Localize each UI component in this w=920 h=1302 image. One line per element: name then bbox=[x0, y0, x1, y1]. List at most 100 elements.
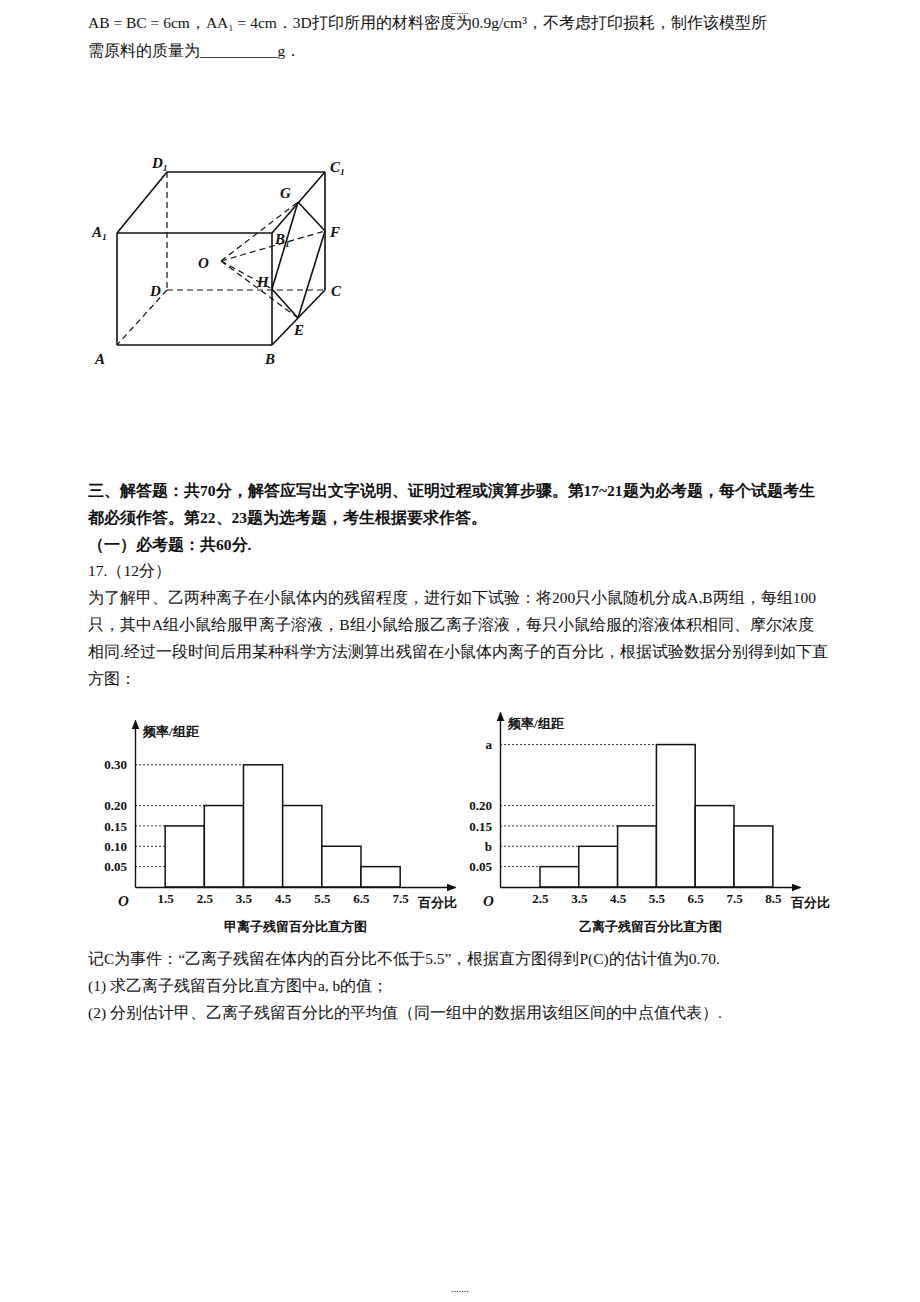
y-axis-title: 频率/组距 bbox=[142, 724, 199, 739]
vertex-label: D₁ bbox=[151, 155, 168, 171]
solid-edge bbox=[298, 231, 325, 318]
y-tick: a bbox=[486, 737, 501, 752]
histogram-bar bbox=[734, 826, 773, 887]
x-tick-label: 5.5 bbox=[314, 891, 331, 906]
x-tick-label: 4.5 bbox=[275, 891, 292, 906]
y-tick-label: 0.05 bbox=[104, 859, 127, 874]
x-tick-label: 2.5 bbox=[532, 891, 549, 906]
solid-edge bbox=[117, 344, 272, 346]
vertex-label: A₁ bbox=[91, 224, 107, 240]
x-tick-label: 1.5 bbox=[158, 891, 175, 906]
histogram-bar bbox=[695, 806, 734, 887]
x-tick: 7.5 bbox=[393, 887, 410, 906]
y-tick: b bbox=[485, 839, 500, 854]
y-tick: 0.05 bbox=[469, 859, 500, 874]
x-axis-title: 百分比 bbox=[790, 895, 830, 910]
solid-edge bbox=[117, 232, 272, 234]
origin-label: O bbox=[483, 893, 494, 909]
x-tick: 4.5 bbox=[610, 887, 627, 906]
histogram-bar bbox=[618, 826, 657, 887]
page: ..............AB = BC = 6cm，AA₁ = 4cm．3D… bbox=[0, 0, 920, 1302]
y-axis-title: 频率/组距 bbox=[507, 716, 564, 731]
solid-edge bbox=[167, 171, 325, 173]
question-line: 只，其中A组小鼠给服甲离子溶液，B组小鼠给服乙离子溶液，每只小鼠给服的溶液体积相… bbox=[88, 616, 814, 633]
grid-line bbox=[135, 866, 165, 867]
plot-area bbox=[500, 745, 773, 887]
y-axis-line bbox=[500, 713, 501, 888]
x-tick-label: 5.5 bbox=[649, 891, 666, 906]
x-tick: 2.5 bbox=[197, 887, 214, 906]
subsection: （一）必考题：共60分. bbox=[88, 536, 252, 554]
page-background bbox=[0, 0, 920, 1302]
plot-area bbox=[135, 765, 400, 887]
y-tick-label: a bbox=[486, 737, 493, 752]
histogram: 2.53.54.55.56.57.58.50.05b0.150.20a bbox=[469, 713, 800, 907]
x-tick: 7.5 bbox=[726, 887, 743, 906]
chart-title: 乙离子残留百分比直方图 bbox=[579, 919, 722, 934]
x-axis-line bbox=[501, 887, 801, 888]
histogram-bar bbox=[656, 745, 695, 887]
y-tick: 0.10 bbox=[104, 839, 135, 854]
x-tick: 1.5 bbox=[158, 887, 175, 906]
y-tick: 0.15 bbox=[104, 819, 135, 834]
x-tick-label: 6.5 bbox=[353, 891, 370, 906]
x-tick: 4.5 bbox=[275, 887, 292, 906]
y-axis: 0.05 0.10 0.15 0.20 0.30 bbox=[104, 721, 135, 888]
histogram-bar bbox=[322, 846, 361, 887]
y-tick-label: 0.20 bbox=[104, 798, 127, 813]
vertex-label: F bbox=[329, 224, 340, 240]
vertex-label: D bbox=[149, 283, 161, 299]
y-tick-label: 0.15 bbox=[469, 819, 492, 834]
solid-edge bbox=[116, 233, 118, 345]
vertex-label: H bbox=[256, 274, 270, 290]
grid-line bbox=[500, 744, 656, 745]
solid-edge bbox=[272, 202, 298, 289]
solid-edge bbox=[117, 172, 167, 233]
x-tick-label: 3.5 bbox=[236, 891, 253, 906]
x-tick: 2.5 bbox=[532, 887, 549, 906]
vertex-label: G bbox=[280, 185, 291, 201]
x-tick-label: 4.5 bbox=[610, 891, 627, 906]
vertex-label: B bbox=[264, 351, 275, 367]
y-axis: 0.05b0.150.20a bbox=[469, 713, 500, 888]
cuboid-figure bbox=[117, 172, 325, 345]
y-tick: 0.05 bbox=[104, 859, 135, 874]
histogram-bar bbox=[243, 765, 282, 887]
y-tick-label: 0.10 bbox=[104, 839, 127, 854]
section-line: 三、解答题：共70分，解答应写出文字说明、证明过程或演算步骤。第17~21题为必… bbox=[88, 481, 815, 499]
hidden-edge bbox=[221, 231, 325, 261]
y-tick: 0.20 bbox=[104, 798, 135, 813]
solid-edge bbox=[298, 202, 325, 231]
x-axis-line bbox=[136, 887, 456, 888]
question-line: 相同.经过一段时间后用某种科学方法测算出残留在小鼠体内离子的百分比，根据试验数据… bbox=[88, 643, 828, 660]
y-tick: 0.15 bbox=[469, 819, 500, 834]
vertex-label: C bbox=[331, 283, 342, 299]
intro-line: 需原料的质量为__________g． bbox=[88, 42, 301, 59]
grid-line bbox=[135, 825, 165, 826]
x-tick: 5.5 bbox=[649, 887, 666, 906]
question-line: 为了解甲、乙两种离子在小鼠体内的残留程度，进行如下试验：将200只小鼠随机分成A… bbox=[88, 589, 816, 606]
histogram-bar bbox=[361, 867, 400, 887]
x-tick-label: 6.5 bbox=[688, 891, 705, 906]
grid-line bbox=[135, 764, 243, 765]
chart-title: 甲离子残留百分比直方图 bbox=[224, 919, 367, 934]
solid-edge bbox=[272, 289, 298, 318]
solid-edge bbox=[272, 172, 325, 233]
origin-label: O bbox=[118, 893, 129, 909]
histogram-bar bbox=[165, 826, 204, 887]
vertex-label: C₁ bbox=[330, 159, 345, 175]
vertex-label: E bbox=[293, 322, 304, 338]
question-line: 记C为事件：“乙离子残留在体内的百分比不低于5.5”，根据直方图得到P(C)的估… bbox=[88, 950, 720, 968]
page-footer: ....... bbox=[451, 1283, 469, 1294]
histogram-bar bbox=[579, 846, 618, 887]
question-line: 方图： bbox=[88, 670, 136, 687]
question-line: (1) 求乙离子残留百分比直方图中a, b的值； bbox=[88, 977, 388, 995]
x-tick-label: 8.5 bbox=[765, 891, 782, 906]
y-tick: 0.30 bbox=[104, 757, 135, 772]
grid-line bbox=[135, 805, 204, 806]
x-axis: 2.53.54.55.56.57.58.5 bbox=[501, 887, 801, 906]
grid-line bbox=[500, 825, 618, 826]
y-tick-label: 0.05 bbox=[469, 859, 492, 874]
vertex-label: A bbox=[94, 351, 105, 367]
x-axis-title: 百分比 bbox=[417, 895, 457, 910]
